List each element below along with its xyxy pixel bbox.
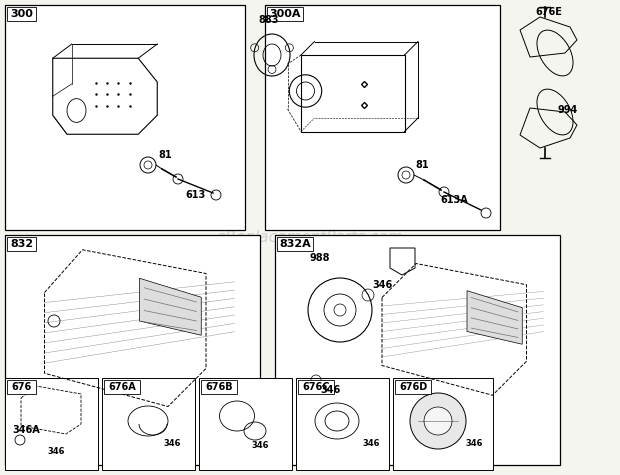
Bar [7,380,36,394]
Circle shape [410,393,466,449]
Text: 346: 346 [47,446,64,456]
Bar [7,7,36,21]
Bar [395,380,431,394]
Text: 883: 883 [258,15,278,25]
Text: 676: 676 [11,382,32,392]
Bar [393,378,493,470]
Bar [7,237,36,251]
Text: 346: 346 [362,439,379,448]
Text: eReplacementParts.com: eReplacementParts.com [216,230,404,245]
Bar [199,378,292,470]
Text: 832A: 832A [279,239,311,249]
Text: 613: 613 [185,190,205,200]
Text: 346: 346 [320,385,340,395]
Circle shape [424,407,452,435]
Polygon shape [467,291,522,344]
Bar [267,7,303,21]
Text: 81: 81 [415,160,428,170]
Polygon shape [140,278,202,335]
Bar [5,5,245,230]
Text: 676E: 676E [535,7,562,17]
Text: 300A: 300A [269,9,301,19]
Text: 300: 300 [10,9,33,19]
Bar [298,380,334,394]
Text: 346: 346 [251,441,268,450]
Text: 676A: 676A [108,382,136,392]
Text: 994: 994 [558,105,578,115]
Text: 988: 988 [310,253,330,263]
Text: 81: 81 [158,150,172,160]
Text: 346: 346 [372,280,392,290]
Bar [102,378,195,470]
Text: 676D: 676D [399,382,427,392]
Text: 346: 346 [163,439,180,448]
Bar [275,235,560,465]
Bar [5,378,98,470]
Text: 346: 346 [465,439,482,448]
Bar [201,380,237,394]
Bar [265,5,500,230]
Bar [277,237,313,251]
Text: 676B: 676B [205,382,233,392]
Bar [5,235,260,465]
Text: 832: 832 [10,239,33,249]
Text: 346A: 346A [12,425,40,435]
Bar [296,378,389,470]
Bar [104,380,140,394]
Text: 613A: 613A [440,195,467,205]
Text: 676C: 676C [303,382,330,392]
